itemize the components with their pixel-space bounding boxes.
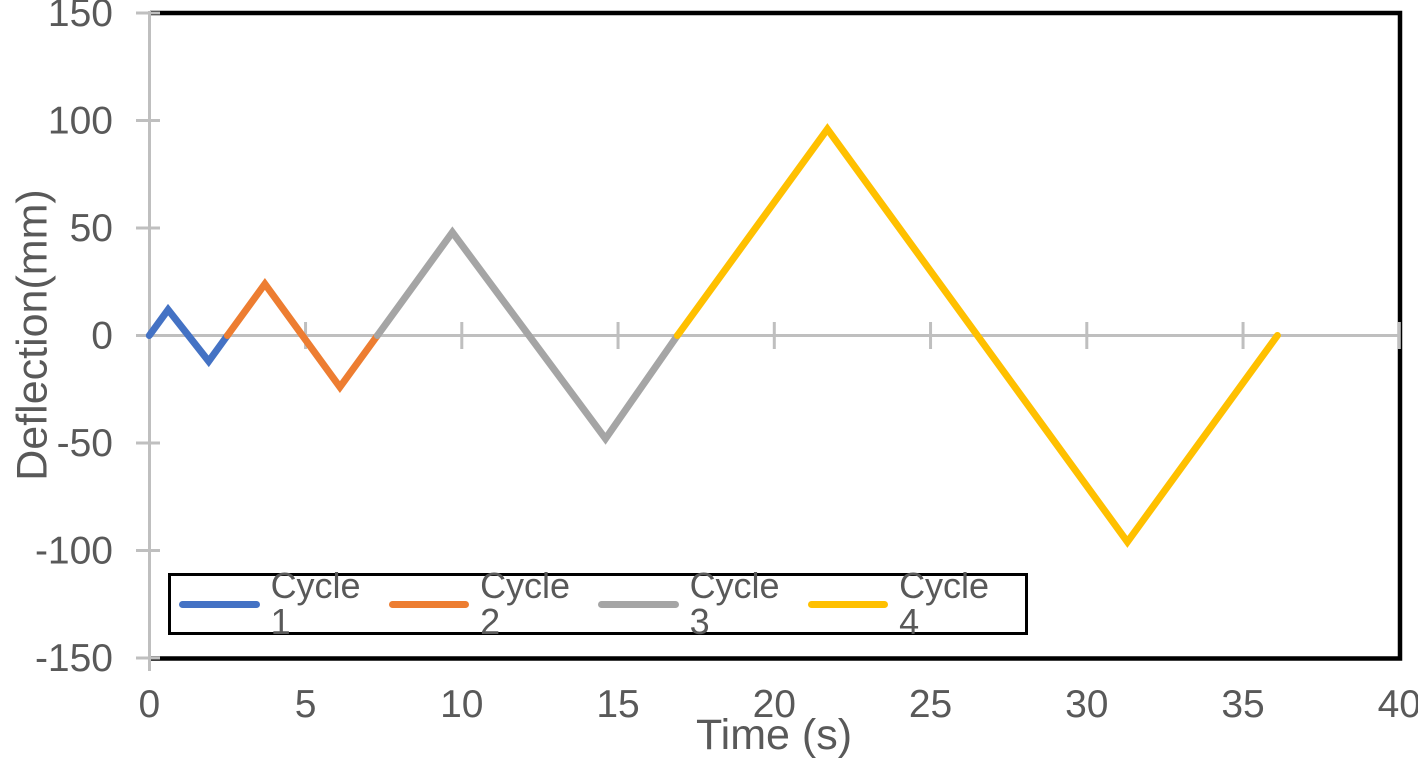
legend-swatch-cycle-3 xyxy=(598,600,679,608)
x-axis-title: Time (s) xyxy=(695,711,853,759)
series-line-cycle-4 xyxy=(673,123,1281,548)
y-tick-label: 0 xyxy=(91,315,113,358)
y-axis-title: Deflection(mm) xyxy=(8,189,57,481)
legend-swatch-cycle-2 xyxy=(388,600,470,608)
x-tick-label: 15 xyxy=(596,683,639,726)
legend-label: Cycle 2 xyxy=(480,565,571,642)
x-tick-label: 25 xyxy=(909,683,952,726)
x-tick-label: 35 xyxy=(1221,683,1264,726)
legend-swatch-cycle-4 xyxy=(807,600,889,608)
legend-item-cycle-2: Cycle 2 xyxy=(388,565,599,642)
series-line-cycle-1 xyxy=(145,303,231,368)
x-tick-label: 10 xyxy=(440,683,483,726)
legend-label: Cycle 4 xyxy=(899,565,990,642)
legend-item-cycle-1: Cycle 1 xyxy=(179,568,389,640)
legend: Cycle 1 Cycle 2 Cycle 3 Cycle 4 xyxy=(168,568,1028,640)
legend-item-cycle-4: Cycle 4 xyxy=(807,565,1018,642)
x-tick-label: 20 xyxy=(753,683,796,726)
x-tick-label: 0 xyxy=(138,683,160,726)
y-tick-label: -150 xyxy=(35,637,113,680)
y-tick-label: -50 xyxy=(57,422,113,465)
y-tick-label: 50 xyxy=(70,207,113,250)
x-tick-label: 30 xyxy=(1065,683,1108,726)
x-tick-label: 40 xyxy=(1378,683,1418,726)
legend-item-cycle-3: Cycle 3 xyxy=(598,568,808,640)
series-line-cycle-2 xyxy=(223,277,381,394)
legend-swatch-cycle-1 xyxy=(179,600,260,608)
x-tick-label: 5 xyxy=(295,683,317,726)
y-tick-label: 150 xyxy=(48,0,113,35)
series-line-cycle-3 xyxy=(373,226,681,445)
legend-label: Cycle 3 xyxy=(689,565,780,642)
y-tick-label: 100 xyxy=(48,100,113,143)
y-tick-label: -100 xyxy=(35,530,113,573)
legend-label: Cycle 1 xyxy=(270,565,361,642)
